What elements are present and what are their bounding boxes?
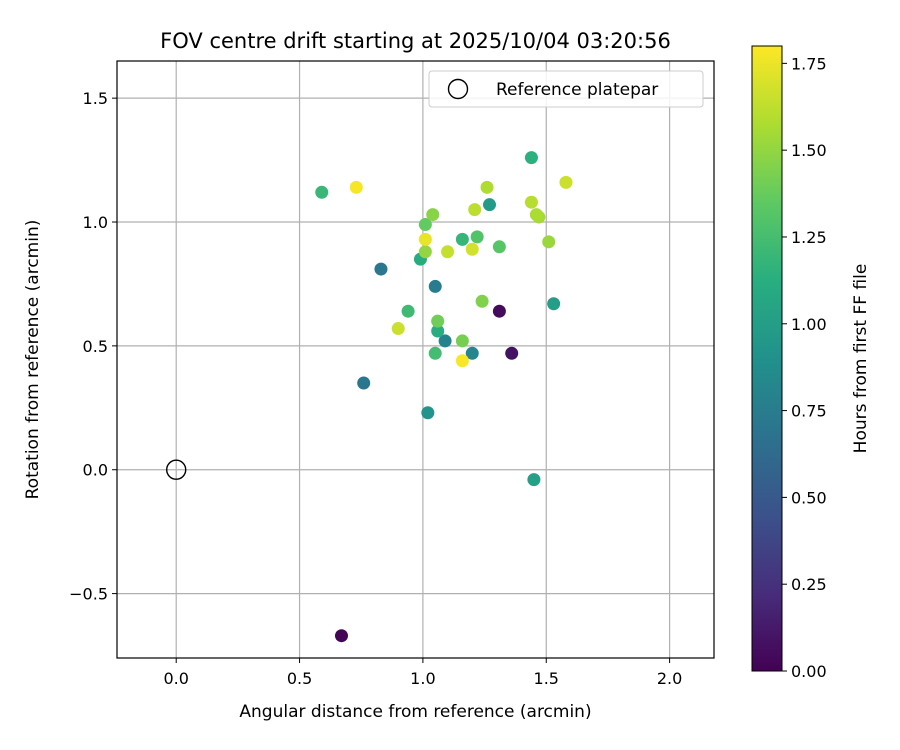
colorbar-tick-label: 0.75: [791, 402, 827, 421]
x-tick-label: 1.0: [410, 669, 435, 688]
data-point: [465, 242, 479, 256]
data-point: [418, 232, 432, 246]
data-point: [334, 629, 348, 643]
reference-platepar-marker: [166, 459, 187, 480]
x-tick-label: 1.5: [534, 669, 559, 688]
legend: Reference platepar: [428, 70, 704, 108]
data-point: [505, 346, 519, 360]
data-point: [475, 294, 489, 308]
y-axis-label: Rotation from reference (arcmin): [23, 220, 43, 500]
data-point: [357, 376, 371, 390]
colorbar-ticks: 0.00 0.25 0.50 0.75 1.00 1.25 1.50 1.75: [782, 54, 827, 681]
data-point: [529, 208, 543, 222]
plot-frame: [116, 60, 715, 659]
colorbar-tick-label: 1.25: [791, 228, 827, 247]
colorbar-tick-label: 1.75: [791, 54, 827, 73]
data-point: [428, 346, 442, 360]
y-tick-label: 1.0: [83, 213, 108, 232]
data-point: [374, 262, 388, 276]
legend-box: [428, 70, 704, 108]
data-points: [315, 151, 573, 643]
y-axis-ticks: −0.5 0.0 0.5 1.0 1.5: [69, 89, 117, 604]
data-point: [559, 175, 573, 189]
colorbar-tick-label: 1.00: [791, 315, 827, 334]
colorbar-tick-label: 0.50: [791, 488, 827, 507]
data-point: [428, 279, 442, 293]
data-point: [524, 151, 538, 165]
colorbar-tick-label: 1.50: [791, 141, 827, 160]
data-point: [421, 406, 435, 420]
legend-entry-reference: Reference platepar: [496, 80, 658, 100]
data-point: [480, 180, 494, 194]
data-point: [455, 354, 469, 368]
data-point: [524, 195, 538, 209]
data-point: [438, 334, 452, 348]
x-tick-label: 2.0: [657, 669, 682, 688]
y-tick-label: 0.5: [83, 337, 108, 356]
data-point: [470, 230, 484, 244]
data-point: [465, 346, 479, 360]
colorbar-tick-label: 0.25: [791, 575, 827, 594]
x-tick-label: 0.0: [163, 669, 188, 688]
data-point: [492, 304, 506, 318]
data-point: [441, 245, 455, 259]
data-point: [547, 297, 561, 311]
colorbar: 0.00 0.25 0.50 0.75 1.00 1.25 1.50 1.75 Hours f…: [751, 45, 871, 681]
colorbar-label: Hours from first FF file: [851, 264, 871, 454]
y-tick-label: −0.5: [69, 585, 108, 604]
y-tick-label: 0.0: [83, 461, 108, 480]
data-point: [431, 314, 445, 328]
y-tick-label: 1.5: [83, 89, 108, 108]
data-point: [542, 235, 556, 249]
data-point: [401, 304, 415, 318]
data-point: [391, 322, 405, 336]
data-point: [431, 324, 445, 338]
x-tick-label: 0.5: [287, 669, 312, 688]
x-axis-label: Angular distance from reference (arcmin): [239, 702, 591, 722]
data-point: [349, 180, 363, 194]
data-point: [483, 198, 497, 212]
data-point: [455, 334, 469, 348]
data-point: [492, 240, 506, 254]
data-point: [455, 232, 469, 246]
grid-lines: [117, 61, 714, 658]
data-point: [468, 203, 482, 217]
colorbar-gradient: [751, 45, 783, 672]
colorbar-tick-label: 0.00: [791, 662, 827, 681]
data-point: [418, 217, 432, 231]
data-point: [527, 473, 541, 487]
data-point: [315, 185, 329, 199]
chart-title: FOV centre drift starting at 2025/10/04 …: [160, 29, 671, 53]
data-point: [426, 208, 440, 222]
data-point: [418, 245, 432, 259]
x-axis-ticks: 0.0 0.5 1.0 1.5 2.0: [163, 658, 682, 688]
legend-reference-icon: [447, 78, 469, 100]
